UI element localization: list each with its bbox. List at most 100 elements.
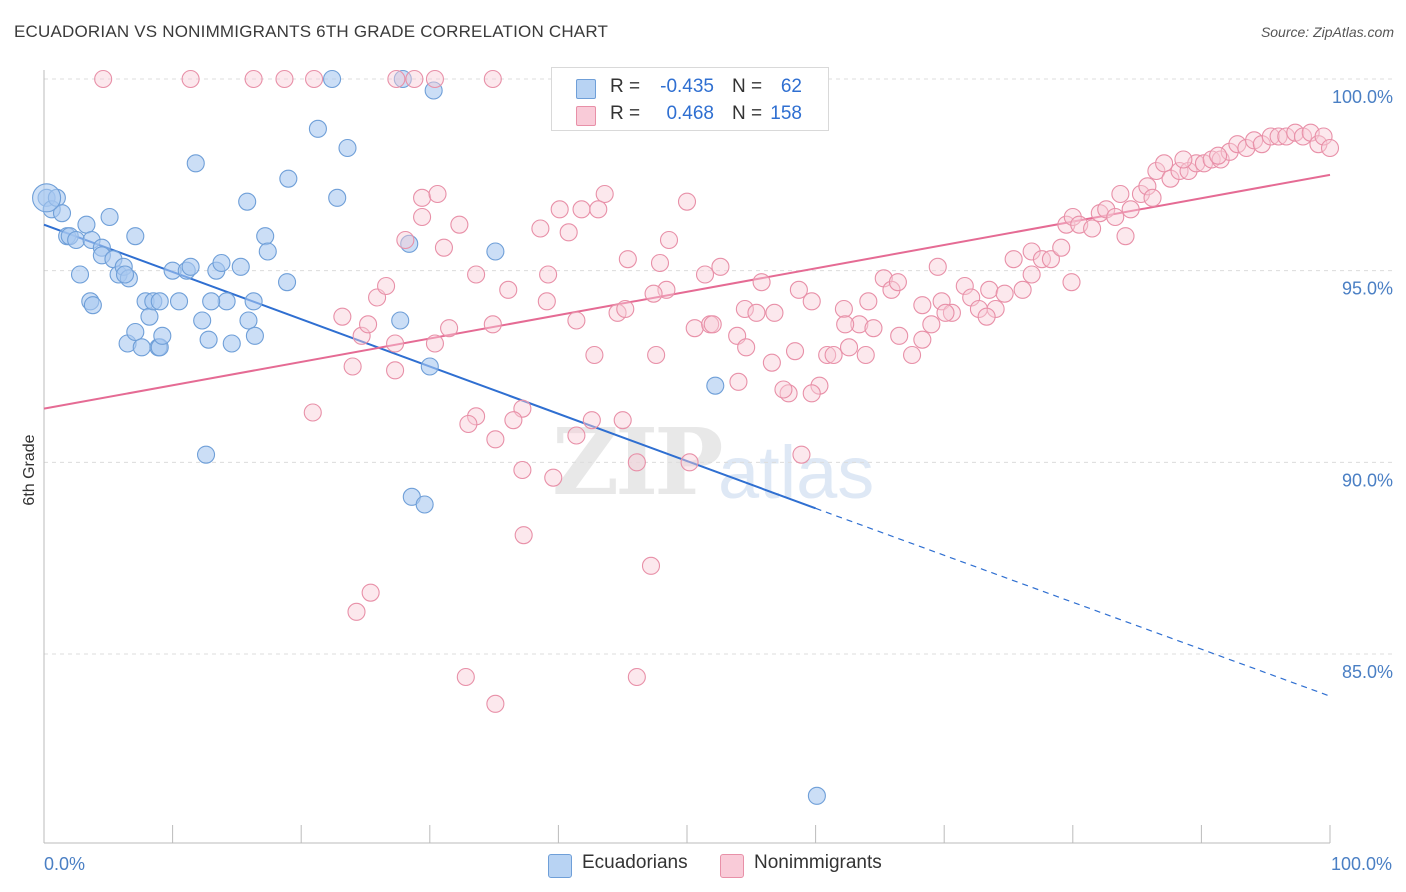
point-nonimmigrants (595, 184, 614, 204)
point-nonimmigrants (386, 334, 405, 353)
point-ecuadorians (126, 227, 145, 246)
stats-row-ecuadorians: R = -0.435 N = 62 (552, 76, 828, 100)
y-tick-label: 100.0% (1332, 87, 1393, 107)
point-nonimmigrants (1155, 154, 1174, 173)
point-ecuadorians (115, 265, 135, 284)
point-nonimmigrants (1121, 200, 1140, 219)
point-nonimmigrants (352, 326, 371, 345)
point-nonimmigrants (94, 69, 113, 89)
point-ecuadorians (338, 138, 357, 158)
n-label: N = (732, 103, 763, 124)
point-nonimmigrants (613, 411, 632, 430)
point-ecuadorians (199, 330, 218, 349)
point-nonimmigrants (834, 299, 853, 319)
point-nonimmigrants (585, 345, 604, 365)
point-ecuadorians (196, 445, 216, 464)
legend-label-nonimmigrants: Nonimmigrants (754, 852, 882, 873)
point-nonimmigrants (1261, 127, 1280, 146)
point-nonimmigrants (405, 69, 424, 89)
n-label: N = (732, 76, 763, 97)
point-nonimmigrants (650, 253, 670, 273)
x-tick-label: 0.0% (44, 854, 85, 874)
point-nonimmigrants (680, 453, 699, 472)
point-nonimmigrants (824, 345, 843, 365)
y-tick-label: 85.0% (1342, 662, 1393, 682)
point-nonimmigrants (644, 284, 663, 303)
point-nonimmigrants (1179, 161, 1198, 181)
point-ecuadorians (67, 230, 86, 250)
point-nonimmigrants (539, 265, 558, 284)
point-nonimmigrants (703, 315, 722, 334)
point-nonimmigrants (747, 303, 766, 322)
point-ecuadorians (415, 495, 434, 514)
point-ecuadorians (202, 292, 221, 311)
point-ecuadorians (244, 292, 263, 311)
point-ecuadorians (153, 326, 172, 345)
legend-swatch-ecuadorians (548, 854, 572, 878)
point-nonimmigrants (890, 326, 909, 345)
point-ecuadorians (258, 242, 277, 261)
point-ecuadorians (83, 296, 102, 315)
point-nonimmigrants (922, 315, 941, 334)
point-nonimmigrants (888, 273, 907, 292)
point-nonimmigrants (1062, 273, 1081, 292)
series-legend: Ecuadorians Nonimmigrants (0, 852, 1406, 878)
stats-legend: R = -0.435 N = 62 R = 0.468 N = 158 (551, 67, 829, 131)
point-nonimmigrants (483, 315, 502, 334)
point-ecuadorians (239, 311, 258, 330)
point-nonimmigrants (572, 200, 591, 219)
point-nonimmigrants (1022, 242, 1041, 261)
point-nonimmigrants (864, 319, 883, 338)
point-ecuadorians (245, 326, 264, 345)
point-ecuadorians (308, 119, 327, 138)
point-nonimmigrants (856, 345, 875, 365)
point-nonimmigrants (361, 583, 380, 602)
point-nonimmigrants (641, 556, 661, 575)
point-nonimmigrants (802, 292, 821, 311)
point-nonimmigrants (486, 694, 505, 713)
point-ecuadorians (217, 292, 236, 311)
point-nonimmigrants (537, 292, 556, 311)
point-ecuadorians (424, 81, 443, 100)
point-ecuadorians (140, 307, 159, 326)
point-nonimmigrants (456, 667, 475, 687)
point-nonimmigrants (711, 257, 730, 276)
r-label: R = (610, 103, 641, 124)
point-nonimmigrants (459, 414, 478, 434)
point-ecuadorians (212, 253, 231, 273)
point-nonimmigrants (1320, 138, 1340, 158)
point-ecuadorians (279, 169, 298, 188)
point-nonimmigrants (1106, 207, 1125, 227)
point-ecuadorians (52, 204, 72, 223)
point-nonimmigrants (333, 307, 352, 326)
r-value: -0.435 (660, 76, 714, 97)
point-nonimmigrants (504, 411, 523, 430)
point-nonimmigrants (425, 334, 444, 353)
point-ecuadorians (328, 188, 347, 207)
point-nonimmigrants (942, 303, 961, 322)
point-ecuadorians (150, 292, 169, 311)
point-ecuadorians (100, 207, 119, 227)
point-nonimmigrants (850, 315, 869, 334)
point-ecuadorians (256, 227, 275, 246)
point-nonimmigrants (774, 380, 793, 399)
point-nonimmigrants (627, 667, 646, 687)
point-nonimmigrants (486, 430, 505, 449)
point-nonimmigrants (275, 69, 294, 89)
point-nonimmigrants (955, 276, 974, 296)
point-nonimmigrants (1228, 135, 1247, 154)
point-nonimmigrants (359, 315, 378, 334)
point-nonimmigrants (836, 315, 855, 334)
n-value: 62 (780, 76, 802, 97)
point-ecuadorians (706, 376, 725, 395)
point-nonimmigrants (1063, 207, 1082, 227)
tick-labels: 100.0% 95.0% 90.0% 85.0% 0.0% 100.0% (44, 87, 1393, 874)
point-nonimmigrants (618, 250, 637, 269)
point-nonimmigrants (567, 311, 586, 330)
x-tick-label: 100.0% (1331, 854, 1392, 874)
point-nonimmigrants (647, 345, 666, 365)
point-ecuadorians (126, 322, 145, 342)
point-nonimmigrants (567, 426, 586, 445)
point-nonimmigrants (928, 257, 947, 276)
